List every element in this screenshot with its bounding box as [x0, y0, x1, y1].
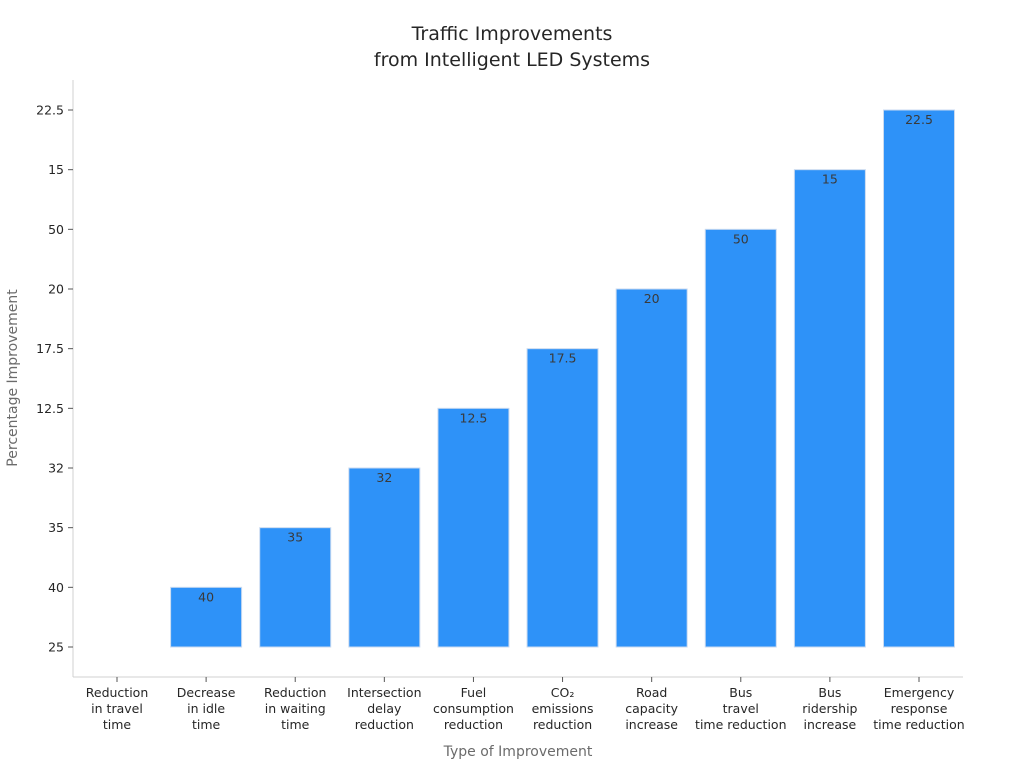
y-tick-label: 50: [48, 222, 64, 237]
y-tick-label: 12.5: [36, 401, 64, 416]
x-tick-label-line: time: [192, 717, 221, 732]
x-tick-label-line: time reduction: [695, 717, 786, 732]
x-tick-label: Road capacity increase: [625, 685, 678, 732]
bars-group: 40 35 32 12.5 17.5 20 50 15 22.5: [170, 109, 955, 648]
x-tick-label-line: increase: [625, 717, 678, 732]
y-tick-label: 35: [48, 520, 64, 535]
bar-value-label: 22.5: [905, 112, 933, 127]
bar: [259, 527, 332, 648]
x-tick-label-line: in travel: [91, 701, 143, 716]
x-tick-label-line: Reduction: [264, 685, 327, 700]
chart-title-line-2: from Intelligent LED Systems: [374, 49, 650, 71]
bar-value-label: 32: [376, 470, 392, 485]
chart-title-line-1: Traffic Improvements: [411, 23, 613, 45]
x-tick-label-line: Fuel: [461, 685, 487, 700]
bar: [437, 407, 510, 648]
x-tick-label-line: delay: [367, 701, 402, 716]
y-tick-label: 15: [48, 162, 64, 177]
x-tick-label-line: Intersection: [347, 685, 421, 700]
y-tick-label: 32: [48, 461, 64, 476]
y-tick-label: 25: [48, 640, 64, 655]
x-tick-label-line: emissions: [532, 701, 594, 716]
x-tick-label-line: response: [891, 701, 948, 716]
x-tick-label: Reduction in travel time: [86, 685, 149, 732]
x-tick-label: Bus travel time reduction: [695, 685, 786, 732]
x-tick-label-line: Road: [636, 685, 667, 700]
x-tick-label-line: Reduction: [86, 685, 149, 700]
x-tick-label-line: Bus: [818, 685, 841, 700]
x-tick-label-line: ridership: [802, 701, 857, 716]
x-tick-label-line: CO₂: [551, 685, 575, 700]
y-tick-label: 17.5: [36, 341, 64, 356]
x-tick-label-line: increase: [804, 717, 857, 732]
x-tick-label-line: Bus: [729, 685, 752, 700]
bar: [170, 586, 243, 648]
x-tick-label: Emergency response time reduction: [873, 685, 964, 732]
x-axis-title: Type of Improvement: [443, 744, 593, 760]
bar-value-label: 40: [198, 589, 214, 604]
bar: [883, 109, 955, 648]
bar-value-label: 17.5: [549, 351, 577, 366]
x-tick-label-line: reduction: [355, 717, 414, 732]
x-tick-label-line: in idle: [187, 701, 225, 716]
chart-title: Traffic Improvements from Intelligent LE…: [374, 23, 650, 71]
x-tick-label: Reduction in waiting time: [264, 685, 327, 732]
x-tick-label-line: consumption: [433, 701, 514, 716]
bar-value-label: 20: [644, 291, 660, 306]
x-tick-label-line: reduction: [444, 717, 503, 732]
y-axis-title: Percentage Improvement: [5, 289, 21, 467]
bar: [348, 467, 421, 648]
bar: [615, 288, 688, 648]
bar-value-label: 50: [733, 231, 749, 246]
bar: [704, 228, 777, 648]
y-tick-label: 20: [48, 282, 64, 297]
x-tick-label-line: Emergency: [884, 685, 955, 700]
bar-value-label: 12.5: [460, 410, 488, 425]
x-tick-label-line: in waiting: [265, 701, 326, 716]
x-tick-label: Fuel consumption reduction: [433, 685, 514, 732]
x-tick-label: Intersection delay reduction: [347, 685, 421, 732]
bar-value-label: 15: [822, 172, 838, 187]
x-tick-label-line: time reduction: [873, 717, 964, 732]
x-tick-label-line: time: [103, 717, 132, 732]
bar-value-label: 35: [287, 530, 303, 545]
bar: [526, 348, 599, 648]
x-tick-label-line: Decrease: [177, 685, 236, 700]
y-tick-label: 40: [48, 580, 64, 595]
x-tick-label: Decrease in idle time: [177, 685, 236, 732]
bar: [793, 169, 866, 648]
x-tick-label-line: reduction: [533, 717, 592, 732]
x-tick-label-line: travel: [723, 701, 759, 716]
y-tick-label: 22.5: [36, 103, 64, 118]
x-tick-label: CO₂ emissions reduction: [532, 685, 594, 732]
y-axis-ticks: 25 40 35 32 12.5 17.5 20 50 15 22.5: [36, 103, 73, 655]
x-tick-label-line: capacity: [625, 701, 678, 716]
x-tick-label: Bus ridership increase: [802, 685, 857, 732]
x-tick-label-line: time: [281, 717, 310, 732]
